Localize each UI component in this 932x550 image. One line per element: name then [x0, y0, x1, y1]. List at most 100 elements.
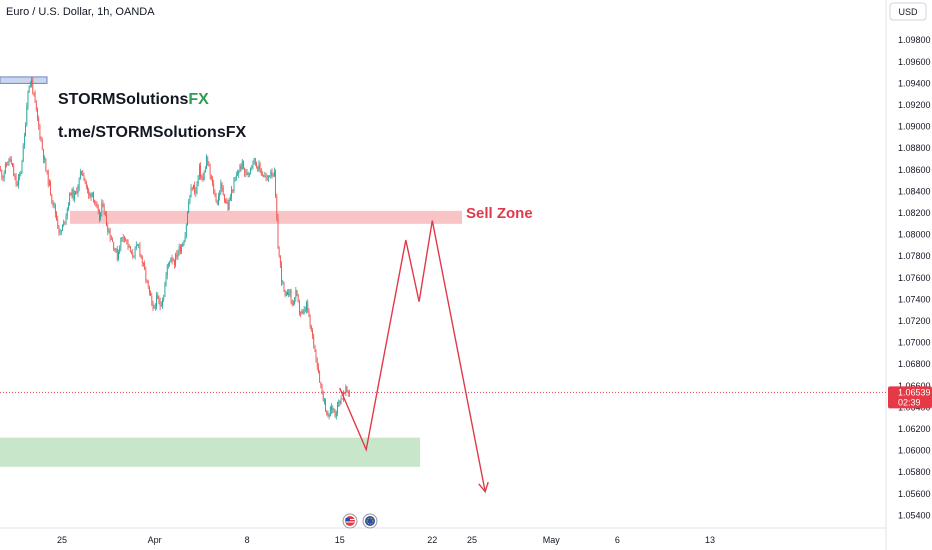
candle-body: [327, 414, 329, 416]
candle-body: [29, 85, 31, 87]
candle-body: [27, 92, 29, 107]
candle-body: [184, 236, 186, 242]
us-flag-event-icon[interactable]: [342, 513, 358, 529]
candle-body: [284, 290, 286, 296]
price-tick-label: 1.06800: [898, 359, 931, 369]
candle-body: [279, 255, 281, 265]
candle-body: [337, 402, 338, 413]
candle-body: [37, 109, 38, 119]
candle-body: [8, 158, 10, 165]
candle-body: [329, 406, 331, 417]
candle-body: [57, 219, 59, 227]
chart-title: Euro / U.S. Dollar, 1h, OANDA: [6, 6, 155, 18]
candle-body: [23, 135, 25, 145]
candle-body: [141, 256, 143, 264]
candle-body: [201, 176, 203, 178]
candle-body: [128, 246, 130, 247]
candle-body: [289, 290, 291, 293]
candle-body: [101, 203, 103, 213]
candle-body: [237, 174, 238, 176]
candle-body: [173, 261, 175, 266]
candle-body: [3, 173, 5, 178]
candle-body: [244, 167, 246, 173]
candle-body: [206, 157, 207, 169]
candle-body: [291, 300, 293, 304]
candle-body: [314, 344, 316, 350]
candle-body: [63, 221, 65, 226]
candle-body: [165, 275, 167, 285]
candle-body: [123, 238, 125, 240]
candle-body: [204, 168, 206, 172]
candle-body: [331, 406, 332, 410]
candle-body: [166, 264, 168, 276]
candle-body: [70, 193, 72, 196]
candle-body: [322, 391, 324, 401]
candle-body: [152, 302, 154, 308]
candle-body: [81, 171, 82, 173]
projection-path: [339, 220, 486, 492]
candle-body: [73, 193, 75, 199]
currency-button[interactable]: [889, 2, 927, 21]
candle-body: [146, 279, 148, 281]
price-tick-label: 1.09200: [898, 100, 931, 110]
candle-body: [272, 174, 274, 176]
candle-body: [134, 247, 136, 256]
candle-body: [118, 251, 119, 260]
eu-flag-event-icon[interactable]: [362, 513, 378, 529]
candle-body: [264, 176, 266, 177]
candle-body: [304, 309, 306, 310]
candle-body: [219, 193, 221, 197]
price-tick-label: 1.08800: [898, 143, 931, 153]
currency-label: USD: [898, 7, 918, 17]
buy-zone: [0, 437, 420, 467]
candle-body: [113, 242, 115, 250]
candle-body: [22, 144, 24, 162]
price-tick-label: 1.08400: [898, 186, 931, 196]
candle-body: [56, 213, 57, 220]
candle-body: [20, 171, 22, 175]
candle-body: [239, 165, 241, 172]
candle-body: [114, 249, 116, 251]
candle-body: [234, 179, 236, 181]
candle-body: [328, 414, 330, 417]
candle-body: [294, 297, 296, 304]
candle-body: [78, 178, 80, 189]
candle-body: [202, 176, 204, 180]
candle-body: [246, 172, 248, 176]
candle-body: [154, 306, 156, 308]
candle-body: [96, 204, 98, 208]
candle-body: [139, 244, 141, 255]
candle-body: [270, 171, 272, 177]
candle-body: [218, 196, 219, 204]
candle-body: [295, 290, 297, 298]
time-tick-label: May: [543, 535, 561, 545]
candle-body: [4, 164, 6, 174]
time-tick-label: Apr: [148, 535, 162, 545]
candle-body: [293, 303, 294, 305]
time-tick-label: 22: [427, 535, 437, 545]
candle-body: [197, 176, 199, 184]
candle-body: [301, 311, 303, 313]
candle-body: [48, 182, 50, 185]
candle-body: [109, 231, 111, 238]
candle-body: [16, 183, 18, 186]
candle-body: [198, 165, 200, 177]
candle-body: [9, 158, 11, 160]
candle-body: [12, 163, 13, 167]
candle-body: [162, 300, 163, 306]
candle-body: [241, 160, 243, 170]
top-marker-zone: [0, 76, 48, 84]
candle-body: [341, 398, 343, 400]
price-tick-label: 1.07600: [898, 273, 931, 283]
candle-body: [90, 193, 92, 197]
candle-body: [14, 176, 16, 177]
candle-body: [323, 399, 325, 401]
time-tick-label: 25: [467, 535, 477, 545]
candle-body: [240, 165, 242, 170]
candle-body: [188, 202, 190, 213]
candle-body: [190, 188, 192, 198]
candle-body: [287, 292, 288, 296]
candle-body: [306, 302, 307, 310]
candle-body: [31, 79, 32, 86]
